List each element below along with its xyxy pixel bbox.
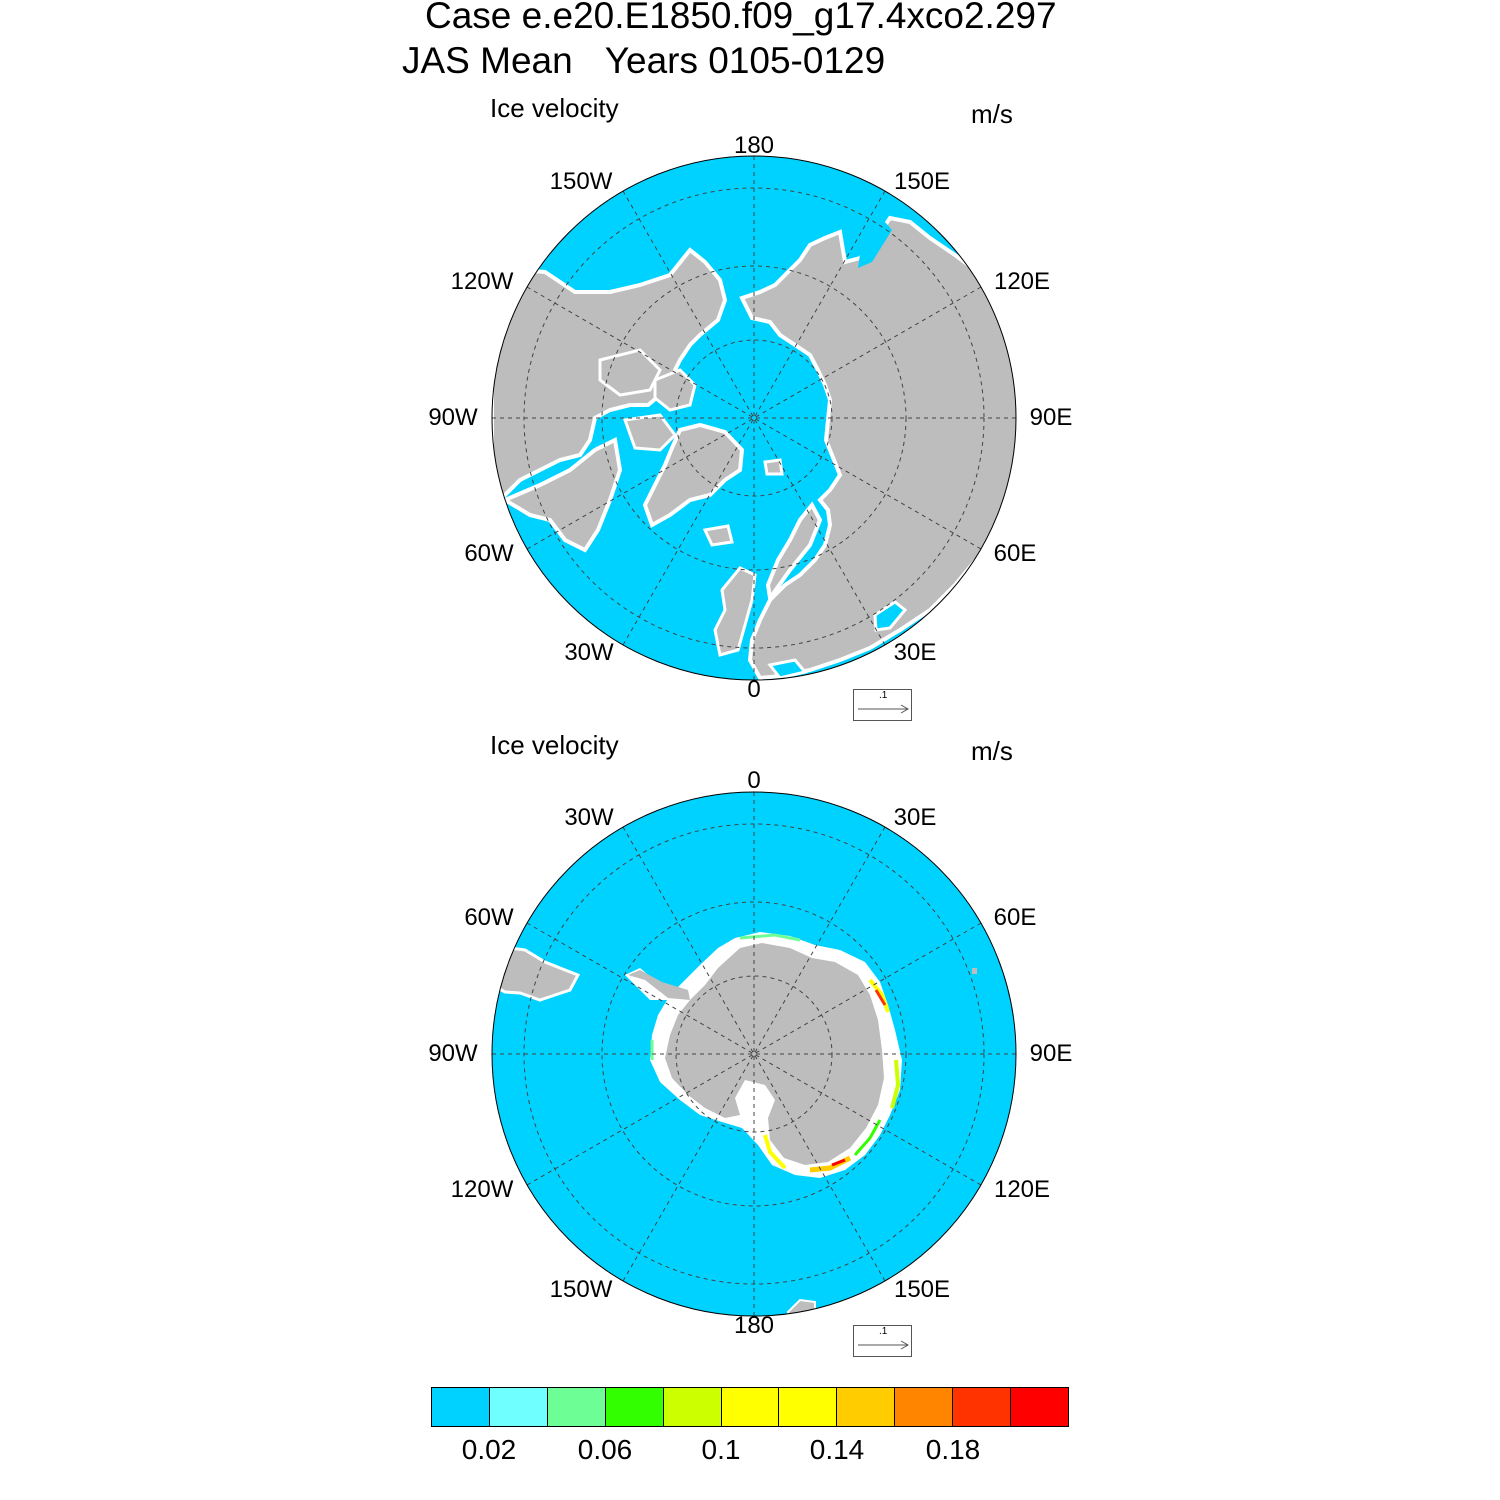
colorbar-swatch — [605, 1388, 664, 1426]
south-velocity-band — [831, 1158, 846, 1167]
south-lon-top: 0 — [747, 767, 761, 794]
north-lon-120w: 120W — [450, 268, 514, 295]
south-lon-90e: 90E — [1029, 1040, 1073, 1067]
years-label: Years 0105-0129 — [604, 40, 886, 81]
south-lon-60e: 60E — [993, 904, 1037, 931]
south-peninsula-land — [628, 970, 690, 1000]
colorbar-swatch — [895, 1388, 954, 1426]
south-velocity-band — [739, 933, 801, 942]
south-graticule — [492, 792, 1016, 1316]
south-lon-60w: 60W — [464, 904, 514, 931]
colorbar-label: 0.02 — [461, 1434, 517, 1465]
north-archipelago-island — [622, 413, 677, 452]
north-bering-notch — [858, 222, 892, 268]
south-lon-30e: 30E — [893, 804, 937, 831]
colorbar-swatch — [489, 1388, 548, 1426]
colorbar-label: 0.14 — [809, 1434, 865, 1465]
colorbar-label: 0.18 — [925, 1434, 981, 1465]
south-velocity-band — [890, 1059, 901, 1109]
south-reference-vector-value: .1 — [879, 1326, 888, 1337]
south-lon-150e: 150E — [893, 1276, 951, 1303]
north-lon-60w: 60W — [464, 540, 514, 567]
colorbar-swatch — [663, 1388, 722, 1426]
north-lon-90e: 90E — [1029, 404, 1073, 431]
colorbar-swatch — [432, 1388, 490, 1426]
colorbar-swatch — [547, 1388, 606, 1426]
north-graticule — [492, 156, 1016, 680]
colorbar-label: 0.1 — [701, 1434, 741, 1465]
south-velocity-band — [763, 1134, 787, 1170]
north-lon-90w: 90W — [428, 404, 478, 431]
north-lon-bottom: 0 — [747, 676, 761, 703]
north-lon-60e: 60E — [993, 540, 1037, 567]
north-reference-vector: .1 — [853, 689, 912, 721]
north-polar-map — [491, 155, 1017, 681]
south-lon-120w: 120W — [450, 1176, 514, 1203]
south-lon-30w: 30W — [564, 804, 614, 831]
north-lon-150w: 150W — [549, 168, 613, 195]
north-svalbard-land — [763, 458, 784, 476]
colorbar-swatch — [953, 1388, 1012, 1426]
south-reference-vector: .1 — [853, 1325, 912, 1357]
north-lon-150e: 150E — [893, 168, 951, 195]
south-map-border — [491, 791, 1017, 1317]
north-iceland-land — [702, 524, 734, 547]
season-label: JAS Mean — [402, 40, 573, 81]
north-scandinavia-land — [765, 501, 823, 604]
colorbar-swatch — [1011, 1388, 1068, 1426]
south-small-island — [972, 968, 977, 974]
south-left-label: Ice velocity — [490, 730, 619, 760]
south-lon-90w: 90W — [428, 1040, 478, 1067]
north-lon-30w: 30W — [564, 639, 614, 666]
south-lon-120e: 120E — [993, 1176, 1051, 1203]
south-polar-map — [491, 791, 1017, 1317]
plot-title-line2: JAS Mean Years 0105-0129 — [402, 41, 1500, 81]
colorbar-swatch — [837, 1388, 896, 1426]
north-europe-island — [713, 566, 757, 657]
north-lon-top: 180 — [733, 132, 775, 159]
plot-title-line1: Case e.e20.E1850.f09_g17.4xco2.297 — [425, 0, 1057, 36]
south-america-land — [492, 946, 581, 1002]
colorbar-swatch — [779, 1388, 838, 1426]
north-reference-vector-value: .1 — [879, 690, 888, 701]
north-lon-120e: 120E — [993, 268, 1051, 295]
south-units-label: m/s — [971, 736, 1013, 766]
north-inland-sea — [873, 600, 908, 632]
south-velocity-band — [874, 989, 887, 1006]
south-velocity-band — [853, 1119, 882, 1156]
north-archipelago-island — [598, 348, 662, 397]
north-inland-sea — [767, 658, 808, 680]
north-archipelago-island — [653, 368, 697, 412]
north-lon-30e: 30E — [893, 639, 937, 666]
north-reference-arrow-icon — [858, 704, 910, 714]
north-map-border — [491, 155, 1017, 681]
north-units-label: m/s — [971, 99, 1013, 129]
colorbar — [431, 1387, 1069, 1427]
south-lon-150w: 150W — [549, 1276, 613, 1303]
south-reference-arrow-icon — [858, 1340, 910, 1350]
south-lon-bottom: 180 — [733, 1312, 775, 1339]
north-left-label: Ice velocity — [490, 93, 619, 123]
colorbar-label: 0.06 — [577, 1434, 633, 1465]
north-labrador-land — [500, 437, 623, 553]
colorbar-swatch — [721, 1388, 780, 1426]
